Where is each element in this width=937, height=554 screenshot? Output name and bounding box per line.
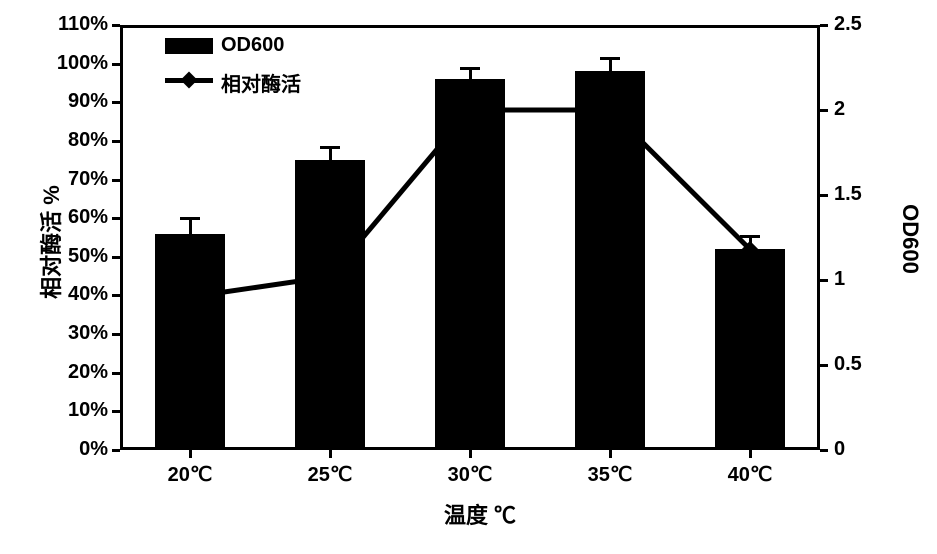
y2-tick-label: 0.5 <box>834 353 862 376</box>
y1-tick <box>112 140 120 143</box>
error-bar <box>189 218 192 233</box>
y1-tick <box>112 294 120 297</box>
bar <box>575 71 645 450</box>
x-tick <box>329 450 332 458</box>
y1-tick-label: 10% <box>68 399 108 422</box>
x-tick <box>609 450 612 458</box>
y1-tick <box>112 449 120 452</box>
y1-tick <box>112 333 120 336</box>
bar <box>295 160 365 450</box>
y1-tick <box>112 256 120 259</box>
x-tick-label: 25℃ <box>300 462 360 487</box>
error-cap <box>600 57 620 60</box>
y2-tick-label: 1.5 <box>834 183 862 206</box>
y1-tick <box>112 217 120 220</box>
y1-tick <box>112 410 120 413</box>
y1-tick-label: 0% <box>79 438 108 461</box>
legend-bar-label: OD600 <box>221 34 284 57</box>
x-tick <box>749 450 752 458</box>
y1-tick-label: 20% <box>68 361 108 384</box>
bar <box>715 249 785 450</box>
error-bar <box>749 236 752 250</box>
y1-tick-label: 60% <box>68 206 108 229</box>
bar <box>435 79 505 450</box>
y1-tick <box>112 63 120 66</box>
y1-tick-label: 80% <box>68 129 108 152</box>
x-tick-label: 20℃ <box>160 462 220 487</box>
y2-tick-label: 2 <box>834 98 845 121</box>
bar <box>155 234 225 450</box>
y1-tick-label: 30% <box>68 322 108 345</box>
y2-tick <box>820 364 828 367</box>
y2-tick-label: 1 <box>834 268 845 291</box>
y1-tick <box>112 179 120 182</box>
x-axis-title: 温度 ℃ <box>420 498 540 530</box>
y2-tick <box>820 449 828 452</box>
x-tick <box>189 450 192 458</box>
y2-tick <box>820 194 828 197</box>
y2-tick <box>820 279 828 282</box>
y1-tick-label: 50% <box>68 245 108 268</box>
y1-axis-title: 相对酶活 % <box>34 182 66 302</box>
x-tick-label: 35℃ <box>580 462 640 487</box>
error-bar <box>329 147 332 161</box>
error-cap <box>460 67 480 70</box>
y1-tick-label: 110% <box>58 13 108 36</box>
y1-tick-label: 100% <box>57 52 108 75</box>
error-cap <box>180 217 200 220</box>
x-tick-label: 30℃ <box>440 462 500 487</box>
y2-tick-label: 2.5 <box>834 13 862 36</box>
error-cap <box>740 235 760 238</box>
x-tick <box>469 450 472 458</box>
y1-tick <box>112 101 120 104</box>
x-tick-label: 40℃ <box>720 462 780 487</box>
y2-tick-label: 0 <box>834 438 845 461</box>
legend-bar-swatch <box>165 38 213 54</box>
error-cap <box>320 146 340 149</box>
y1-tick-label: 40% <box>68 283 108 306</box>
y1-tick <box>112 24 120 27</box>
y2-tick <box>820 109 828 112</box>
error-bar <box>609 58 612 72</box>
temperature-activity-chart: 0% 10% 20% 30% 40% 50% 60% 70% 80% 90% 100% 110% 0 0.… <box>0 0 937 554</box>
legend-line-label: 相对酶活 <box>221 68 301 97</box>
y2-tick <box>820 24 828 27</box>
y1-tick <box>112 372 120 375</box>
y1-tick-label: 70% <box>68 168 108 191</box>
y2-axis-title: OD600 <box>897 189 923 289</box>
y1-tick-label: 90% <box>68 90 108 113</box>
